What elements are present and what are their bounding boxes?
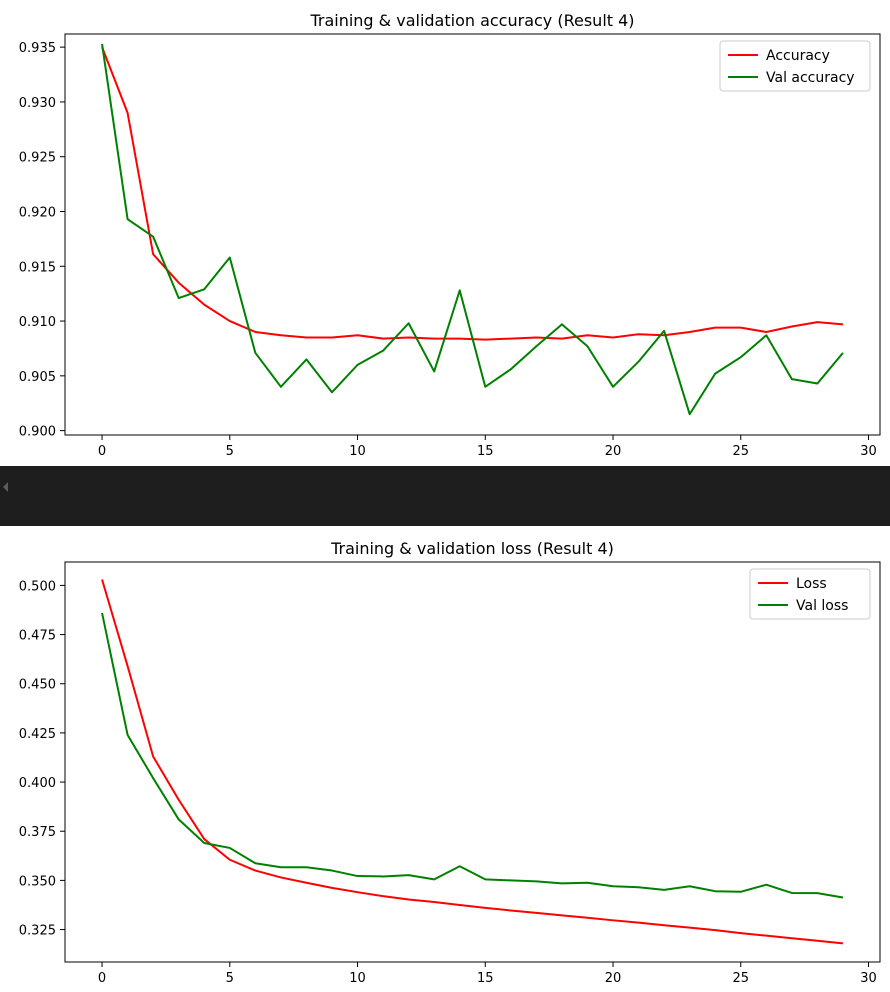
accuracy-x-tick-label: 5 <box>226 444 234 459</box>
accuracy-x-tick-label: 0 <box>98 444 106 459</box>
accuracy-chart: Training & validation accuracy (Result 4… <box>19 11 881 459</box>
accuracy-legend-label: Accuracy <box>766 48 830 64</box>
loss-x-tick-label: 25 <box>732 971 749 986</box>
accuracy-series-line-val-accuracy <box>101 43 844 416</box>
loss-y-tick-label: 0.450 <box>19 678 56 693</box>
scroll-left-icon[interactable] <box>3 482 8 492</box>
accuracy-y-tick-label: 0.925 <box>19 151 56 166</box>
loss-chart-panel: Training & validation loss (Result 4) 0 5 1… <box>0 526 890 992</box>
loss-y-tick-label: 0.350 <box>19 874 56 889</box>
loss-x-tick-label: 30 <box>860 971 877 986</box>
loss-y-tick-label: 0.425 <box>19 727 56 742</box>
accuracy-x-tick-label: 25 <box>732 444 749 459</box>
accuracy-legend-label: Val accuracy <box>766 70 855 86</box>
loss-x-tick-label: 15 <box>477 971 494 986</box>
accuracy-legend <box>719 40 871 92</box>
accuracy-y-tick-label: 0.905 <box>19 370 56 385</box>
loss-legend-label: Loss <box>796 576 827 592</box>
loss-y-tick-label: 0.400 <box>19 776 56 791</box>
loss-x-tick-label: 20 <box>605 971 622 986</box>
loss-legend-label: Val loss <box>796 598 848 614</box>
output-separator <box>0 466 890 526</box>
accuracy-x-tick-label: 30 <box>860 444 877 459</box>
accuracy-chart-title: Training & validation accuracy (Result 4… <box>309 11 634 30</box>
accuracy-y-tick-label: 0.930 <box>19 96 56 111</box>
accuracy-plot-frame <box>64 33 881 436</box>
accuracy-x-tick-label: 20 <box>605 444 622 459</box>
accuracy-x-tick-label: 10 <box>349 444 366 459</box>
accuracy-y-tick-label: 0.920 <box>19 205 56 220</box>
loss-x-tick-label: 5 <box>226 971 234 986</box>
loss-y-tick-label: 0.325 <box>19 924 56 939</box>
loss-y-tick-label: 0.500 <box>19 579 56 594</box>
loss-y-tick-label: 0.475 <box>19 629 56 644</box>
loss-series-line-val-loss <box>101 612 844 899</box>
loss-series-line-loss <box>101 579 844 945</box>
loss-x-tick-label: 10 <box>349 971 366 986</box>
accuracy-y-tick-label: 0.910 <box>19 315 56 330</box>
loss-legend <box>749 568 871 620</box>
loss-plot-frame <box>64 561 881 963</box>
accuracy-x-tick-label: 15 <box>477 444 494 459</box>
accuracy-y-tick-label: 0.915 <box>19 260 56 275</box>
loss-chart-title: Training & validation loss (Result 4) <box>330 539 614 558</box>
loss-x-tick-label: 0 <box>98 971 106 986</box>
loss-y-tick-label: 0.375 <box>19 825 56 840</box>
accuracy-y-tick-label: 0.900 <box>19 425 56 440</box>
loss-chart: Training & validation loss (Result 4) 0 5 1… <box>19 539 881 986</box>
accuracy-y-tick-label: 0.935 <box>19 41 56 56</box>
accuracy-chart-panel: Training & validation accuracy (Result 4… <box>0 0 890 466</box>
